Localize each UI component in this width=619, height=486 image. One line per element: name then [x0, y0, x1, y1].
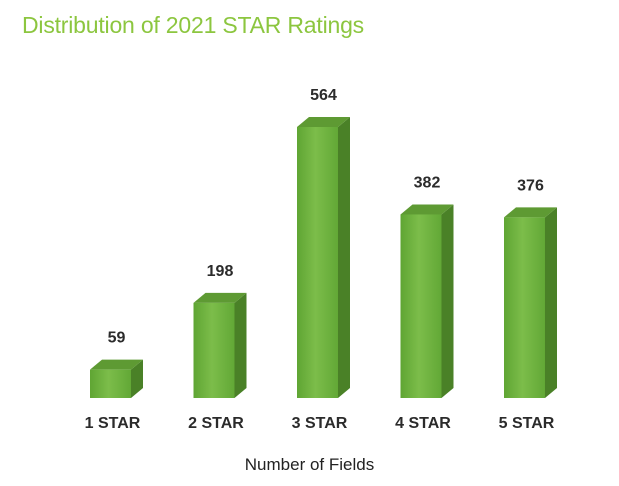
x-tick-label: 3 STAR	[292, 415, 348, 432]
data-label: 198	[207, 263, 234, 280]
data-label: 376	[517, 177, 544, 194]
bar-side-face	[234, 292, 247, 398]
bar-front-face	[90, 369, 131, 398]
bar-top-face	[400, 204, 454, 215]
x-tick-label: 5 STAR	[499, 415, 555, 432]
labels-layer: 59 1 STAR 198 2 STAR 564 3 STAR 382 4 STAR 376 5 …	[85, 87, 555, 432]
bar	[297, 117, 350, 398]
x-tick-label: 4 STAR	[395, 415, 451, 432]
bar-top-face	[193, 292, 247, 303]
bar-side-face	[131, 359, 143, 398]
data-label: 564	[310, 87, 337, 104]
bar-front-face	[297, 127, 338, 398]
bar	[193, 292, 247, 398]
bar-front-face	[193, 302, 235, 398]
x-axis-title: Number of Fields	[244, 455, 375, 474]
data-label: 59	[108, 330, 126, 347]
bar-top-face	[504, 207, 557, 218]
x-tick-label: 2 STAR	[188, 415, 244, 432]
bar-top-face	[297, 117, 350, 127]
bar-side-face	[441, 204, 454, 398]
x-tick-label: 1 STAR	[85, 415, 141, 432]
data-label: 382	[414, 174, 441, 191]
bar-side-face	[545, 207, 557, 398]
bar	[90, 359, 143, 398]
bars-layer	[90, 117, 557, 398]
bar	[504, 207, 557, 398]
bar-side-face	[338, 117, 350, 398]
bar-top-face	[90, 359, 143, 370]
bar	[400, 204, 454, 398]
bar-front-face	[400, 214, 442, 398]
chart-title: Distribution of 2021 STAR Ratings	[22, 12, 364, 38]
bar-front-face	[504, 217, 545, 398]
